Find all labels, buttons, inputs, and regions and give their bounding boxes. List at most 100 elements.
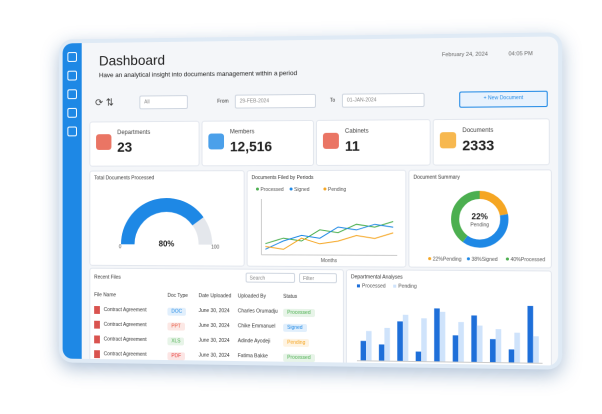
nav-icon[interactable] bbox=[67, 89, 77, 100]
table-cell: Pending bbox=[283, 338, 310, 348]
panel-title: Total Documents Processed bbox=[94, 175, 155, 182]
table-cell: DOC bbox=[167, 307, 187, 316]
sidebar bbox=[62, 43, 82, 359]
table-cell: Contract Agreement bbox=[103, 307, 147, 314]
table-cell: Adinde Ayodeji bbox=[237, 338, 271, 345]
legend-swatch bbox=[393, 284, 397, 288]
legend-swatch bbox=[289, 187, 293, 191]
legend-swatch bbox=[356, 284, 360, 288]
kpi-label: Documents bbox=[462, 127, 494, 135]
donut-center-label: Pending bbox=[470, 222, 489, 228]
bar bbox=[397, 321, 403, 362]
table-cell: June 30, 2024 bbox=[198, 352, 230, 359]
table-cell: PDF bbox=[167, 352, 185, 361]
bar bbox=[489, 339, 496, 363]
nav-icon[interactable] bbox=[67, 126, 77, 137]
panel-title: Document Summary bbox=[413, 174, 460, 181]
subtitle: Have an analytical insight into document… bbox=[98, 70, 298, 80]
kpi-label: Departments bbox=[117, 129, 151, 137]
x-axis bbox=[261, 255, 397, 256]
donut-center-value: 22% bbox=[471, 212, 487, 221]
legend-label: Pending bbox=[443, 257, 462, 263]
column-header: Uploaded By bbox=[237, 293, 266, 300]
kpi-card: Documents 2333 bbox=[432, 118, 550, 166]
gauge-label: 80% bbox=[159, 239, 175, 248]
column-header: Doc Type bbox=[167, 292, 188, 299]
screen: Dashboard Have an analytical insight int… bbox=[62, 36, 559, 366]
bar bbox=[508, 349, 515, 363]
bar bbox=[458, 322, 464, 363]
gauge-panel: Total Documents Processed 80% 0 100 bbox=[89, 170, 245, 267]
legend-swatch bbox=[428, 257, 432, 261]
table-cell: Contract Agreement bbox=[103, 336, 147, 344]
legend-swatch bbox=[255, 187, 259, 191]
kpi-value: 11 bbox=[344, 137, 360, 154]
panel-title: Recent Files bbox=[94, 274, 121, 281]
kpi-card: Cabinets 11 bbox=[315, 119, 431, 166]
table-cell: XLS bbox=[167, 337, 185, 346]
legend-label: Signed bbox=[294, 187, 310, 193]
bar bbox=[378, 344, 385, 362]
kpi-value: 12,516 bbox=[229, 138, 273, 155]
column-header: File Name bbox=[94, 292, 117, 299]
column-header: Date Uploaded bbox=[198, 293, 232, 300]
bar bbox=[495, 329, 502, 363]
bar bbox=[366, 330, 372, 361]
kpi-value: 2333 bbox=[462, 136, 495, 154]
button-label: + New Document bbox=[483, 95, 524, 102]
legend-swatch bbox=[505, 257, 509, 261]
legend-label: Signed bbox=[482, 257, 498, 263]
table-cell: PPT bbox=[167, 322, 185, 331]
line-panel: Documents Filed by Periods Months Processe… bbox=[246, 169, 407, 268]
new-document-button[interactable]: + New Document bbox=[459, 90, 548, 108]
bar bbox=[471, 315, 477, 363]
from-date[interactable]: 29-FEB-2024 bbox=[234, 93, 316, 109]
column-header: Status bbox=[283, 293, 298, 300]
bar-panel: Departmental Analyses Processed Pending bbox=[345, 269, 552, 366]
file-icon bbox=[94, 335, 100, 344]
line bbox=[265, 232, 393, 249]
bar bbox=[384, 327, 390, 362]
filter-select[interactable]: All bbox=[139, 95, 188, 110]
nav-icon[interactable] bbox=[67, 52, 77, 62]
line bbox=[265, 224, 393, 250]
legend-label: Processed bbox=[521, 257, 546, 263]
table-cell: Fatima Bakke bbox=[237, 353, 268, 360]
to-date[interactable]: 01-JAN-2024 bbox=[341, 92, 425, 108]
file-icon bbox=[94, 306, 100, 314]
search-box[interactable]: Search bbox=[245, 272, 296, 283]
kpi-label: Cabinets bbox=[344, 128, 369, 135]
table-cell: Chike Emmanuel bbox=[237, 323, 276, 330]
to-label: To bbox=[329, 97, 336, 104]
bar bbox=[360, 340, 367, 361]
table-cell: June 30, 2024 bbox=[198, 337, 230, 345]
nav-icon[interactable] bbox=[67, 70, 77, 81]
gauge-max: 100 bbox=[211, 245, 219, 251]
donut-panel: Document Summary 22% Pending 38% Signed 40% Pr… bbox=[408, 169, 552, 269]
filter-button[interactable]: Filter bbox=[299, 272, 337, 284]
legend-value: 38% bbox=[471, 257, 482, 263]
legend-swatch bbox=[466, 257, 470, 261]
bar bbox=[533, 336, 539, 364]
nav-icon[interactable] bbox=[67, 107, 77, 118]
file-icon bbox=[94, 320, 100, 329]
refresh-icon[interactable]: ⟳ ⇅ bbox=[95, 97, 114, 109]
from-date-value: 29-FEB-2024 bbox=[239, 98, 270, 105]
table-cell: June 30, 2024 bbox=[198, 322, 230, 330]
bar bbox=[434, 308, 440, 362]
bar bbox=[476, 325, 483, 363]
from-label: From bbox=[217, 98, 229, 105]
bar bbox=[402, 314, 409, 362]
table-cell: Processed bbox=[283, 308, 315, 318]
title: Dashboard bbox=[98, 51, 166, 69]
filter-value: All bbox=[144, 99, 150, 106]
x-axis-label: Months bbox=[321, 258, 338, 264]
table-cell: Charles Orumadju bbox=[237, 308, 278, 315]
bar bbox=[421, 318, 427, 362]
kpi-icon bbox=[96, 134, 112, 150]
kpi-icon bbox=[322, 132, 339, 149]
donut-chart: 22% Pending 38% Signed 40% Processed22%Pendin… bbox=[428, 183, 546, 263]
kpi-icon bbox=[439, 132, 457, 149]
table-cell: June 30, 2024 bbox=[198, 307, 230, 315]
